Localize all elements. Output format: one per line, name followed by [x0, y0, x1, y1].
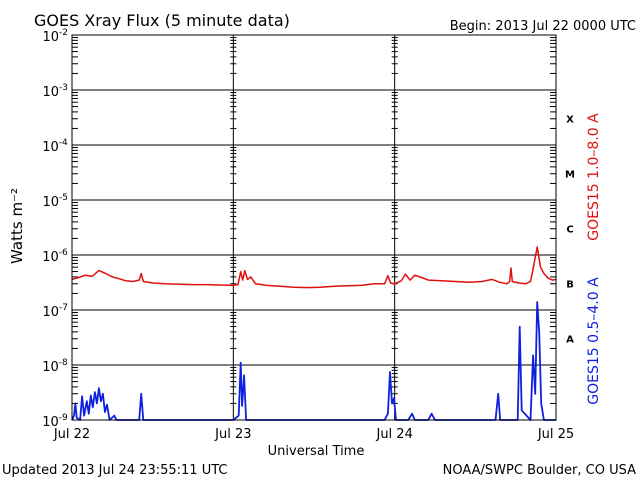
y-tick-label: 10-2: [42, 28, 68, 45]
flare-class-label: B: [566, 280, 574, 291]
begin-label: Begin: 2013 Jul 22 0000 UTC: [450, 19, 636, 34]
credit-text: NOAA/SWPC Boulder, CO USA: [443, 463, 636, 478]
x-tick-label: Jul 24: [375, 427, 412, 442]
y-tick-label: 10-7: [42, 303, 68, 320]
x-tick-label: Jul 23: [214, 427, 251, 442]
chart-title: GOES Xray Flux (5 minute data): [34, 11, 290, 30]
y-tick-label: 10-9: [42, 413, 68, 430]
legend-series-red: GOES15 1.0–8.0 A: [586, 113, 602, 241]
flare-class-label: C: [566, 225, 573, 236]
y-tick-label: 10-5: [42, 193, 68, 210]
flare-class-label: X: [566, 115, 574, 126]
plot-frame: [71, 34, 557, 421]
updated-timestamp: Updated 2013 Jul 24 23:55:11 UTC: [2, 463, 227, 478]
legend-series-blue: GOES15 0.5–4.0 A: [586, 277, 602, 405]
x-tick-label: Jul 22: [53, 427, 90, 442]
y-tick-label: 10-8: [42, 358, 68, 375]
y-tick-label: 10-4: [42, 138, 68, 155]
series-line-short-wavelength: [71, 301, 556, 421]
grid-lines: [72, 35, 556, 421]
y-axis-label: Watts m⁻²: [8, 188, 26, 264]
flare-class-label: A: [566, 335, 574, 346]
series-lines: [71, 246, 557, 421]
axis-labels: Jul 22 Jul 23 Jul 24 Jul 25 10-2 10-3 10-4 10-5…: [42, 28, 575, 442]
series-line-long-wavelength: [71, 246, 557, 289]
y-tick-label: 10-6: [42, 248, 68, 265]
y-tick-label: 10-3: [42, 83, 68, 100]
flare-class-label: M: [565, 170, 575, 181]
x-tick-label: Jul 25: [537, 427, 574, 442]
axis-ticks: [72, 37, 556, 404]
x-axis-label: Universal Time: [268, 444, 365, 459]
